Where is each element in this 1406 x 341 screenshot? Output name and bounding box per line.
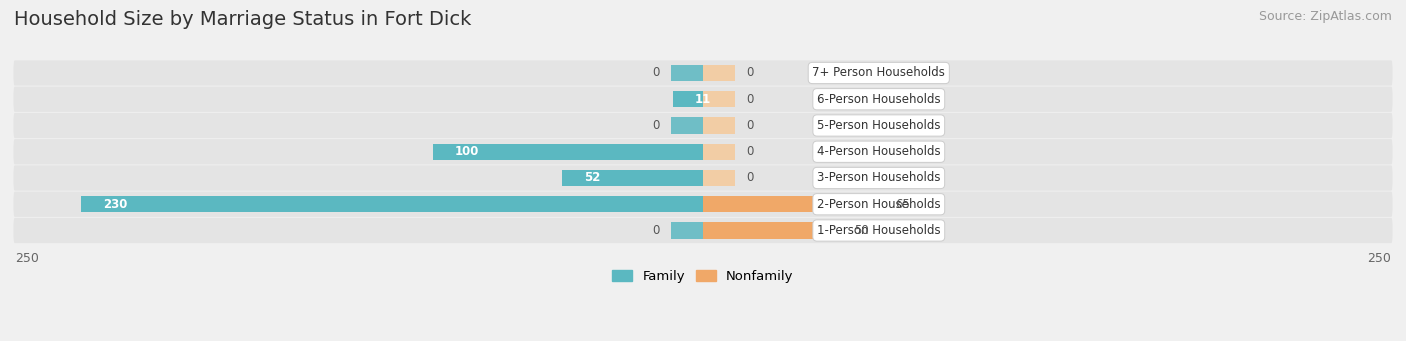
Legend: Family, Nonfamily: Family, Nonfamily — [612, 270, 794, 283]
FancyBboxPatch shape — [14, 60, 1392, 86]
Text: 0: 0 — [747, 66, 754, 79]
Text: 0: 0 — [747, 119, 754, 132]
Text: 3-Person Households: 3-Person Households — [817, 172, 941, 184]
Text: 0: 0 — [747, 93, 754, 106]
Bar — [703, 170, 735, 186]
Text: 5-Person Households: 5-Person Households — [817, 119, 941, 132]
Bar — [703, 91, 735, 107]
Bar — [703, 117, 735, 134]
FancyBboxPatch shape — [14, 218, 1392, 243]
Text: 0: 0 — [652, 66, 659, 79]
Bar — [671, 117, 703, 134]
Text: 2-Person Households: 2-Person Households — [817, 198, 941, 211]
FancyBboxPatch shape — [14, 113, 1392, 138]
Text: 6-Person Households: 6-Person Households — [817, 93, 941, 106]
Text: 50: 50 — [855, 224, 869, 237]
Text: 0: 0 — [747, 145, 754, 158]
Text: Household Size by Marriage Status in Fort Dick: Household Size by Marriage Status in For… — [14, 10, 471, 29]
FancyBboxPatch shape — [14, 87, 1392, 112]
Text: 100: 100 — [454, 145, 478, 158]
Text: 0: 0 — [747, 172, 754, 184]
FancyBboxPatch shape — [14, 192, 1392, 217]
Bar — [673, 91, 703, 107]
FancyBboxPatch shape — [14, 165, 1392, 191]
Text: 0: 0 — [652, 224, 659, 237]
Text: 4-Person Households: 4-Person Households — [817, 145, 941, 158]
Bar — [562, 170, 703, 186]
FancyBboxPatch shape — [14, 139, 1392, 164]
Bar — [703, 222, 838, 239]
Bar — [703, 144, 735, 160]
Bar — [433, 144, 703, 160]
Text: 230: 230 — [103, 198, 127, 211]
Bar — [82, 196, 703, 212]
Text: 1-Person Households: 1-Person Households — [817, 224, 941, 237]
Text: 7+ Person Households: 7+ Person Households — [813, 66, 945, 79]
Text: 52: 52 — [583, 172, 600, 184]
Bar — [703, 65, 735, 81]
Bar — [703, 196, 879, 212]
Text: Source: ZipAtlas.com: Source: ZipAtlas.com — [1258, 10, 1392, 23]
Text: 11: 11 — [695, 93, 711, 106]
Bar — [671, 65, 703, 81]
Bar — [671, 222, 703, 239]
Text: 0: 0 — [652, 119, 659, 132]
Text: 65: 65 — [896, 198, 910, 211]
